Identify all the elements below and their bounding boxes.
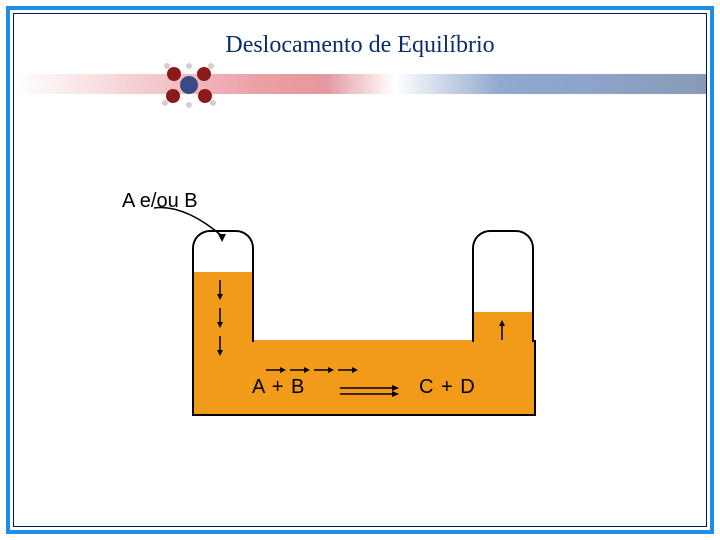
molecule-icon	[159, 58, 219, 112]
header-gradient-bar	[14, 74, 706, 94]
inner-frame: Deslocamento de Equilíbrio A e/ou B A + …	[13, 13, 707, 527]
reaction-left-label: A + B	[252, 376, 305, 399]
reaction-arrow	[340, 382, 420, 402]
arrows-overlay	[132, 190, 592, 450]
outer-frame: Deslocamento de Equilíbrio A e/ou B A + …	[6, 6, 714, 534]
slide-title: Deslocamento de Equilíbrio	[14, 32, 706, 59]
reaction-right-label: C + D	[419, 376, 476, 399]
